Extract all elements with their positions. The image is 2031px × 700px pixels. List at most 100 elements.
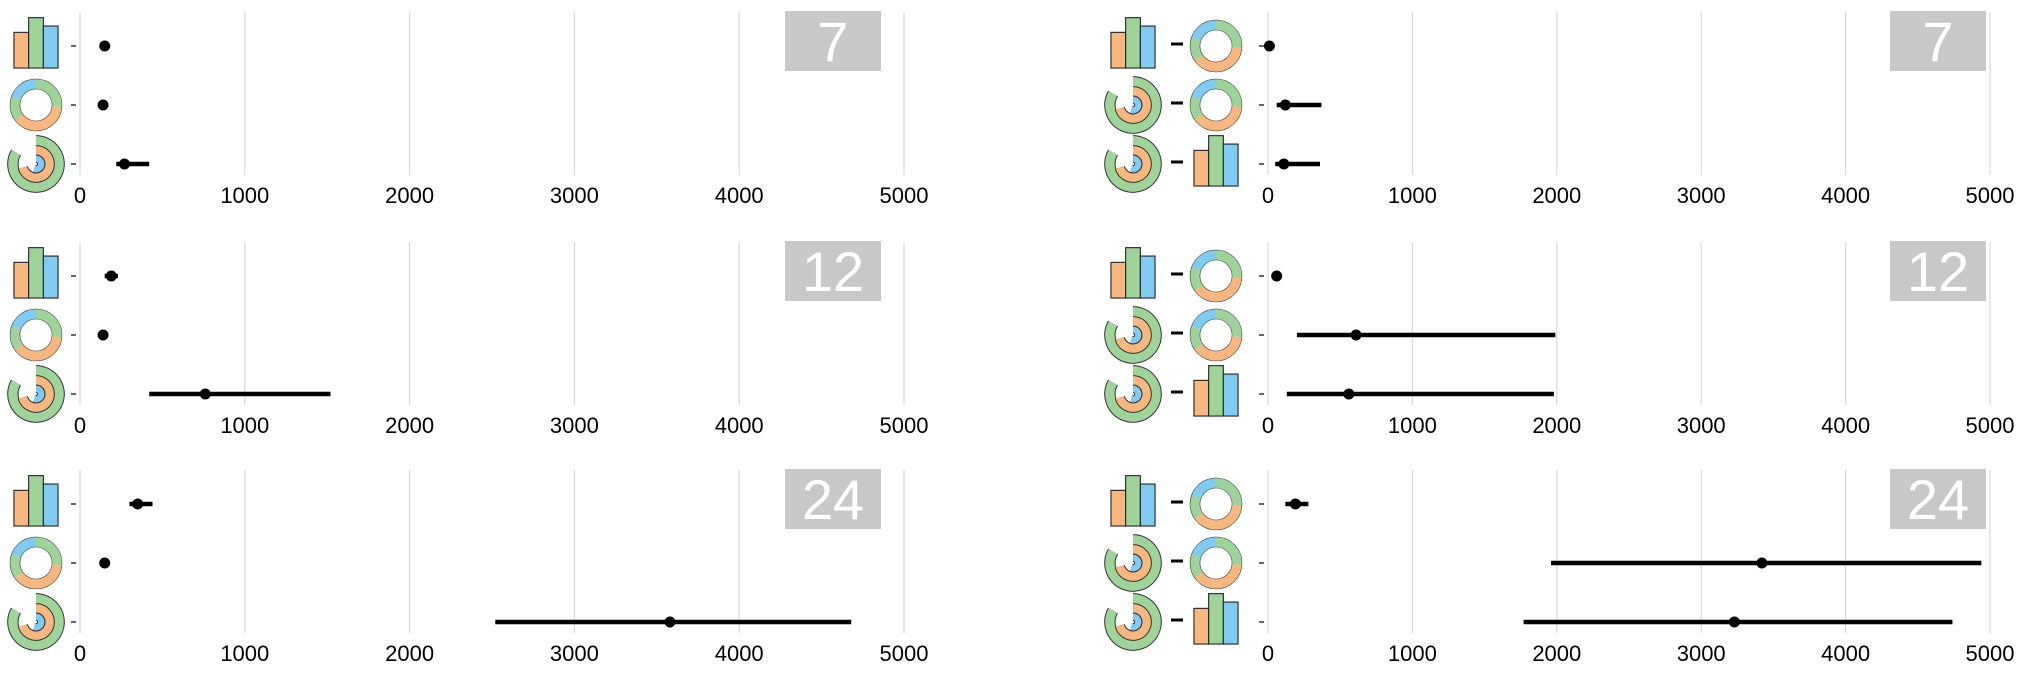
x-tick-label: 5000 — [880, 183, 929, 208]
badge-label: 12 — [1907, 240, 1969, 303]
radial-icon-ring — [1130, 613, 1142, 631]
x-tick-label: 0 — [74, 641, 86, 666]
mean-point — [99, 40, 111, 52]
bar-icon-bar — [42, 255, 59, 299]
panel-right-7: 0 1000 2000 3000 4000 5000 7 — [1104, 10, 2014, 208]
radial-icon-ring — [1105, 307, 1161, 363]
radial-icon-ring — [8, 594, 64, 650]
x-tick-label: 4000 — [1821, 183, 1870, 208]
x-tick-label: 4000 — [1821, 641, 1870, 666]
x-tick-label: 0 — [1262, 413, 1274, 438]
radial-bar-icon — [1104, 306, 1162, 364]
radial-bar-icon — [7, 135, 65, 193]
donut-icon-segment — [1191, 20, 1217, 41]
x-tick-label: 0 — [1262, 641, 1274, 666]
donut-chart-icon — [1189, 308, 1243, 362]
radial-bar-icon — [1104, 135, 1162, 193]
badge-bg — [785, 11, 881, 71]
donut-icon-outline — [1199, 487, 1233, 521]
x-tick-label: 2000 — [1532, 413, 1581, 438]
donut-chart-icon — [1189, 536, 1243, 590]
radial-icon-ring — [1115, 376, 1151, 412]
donut-icon-segment — [1215, 537, 1242, 566]
donut-icon-segment — [10, 96, 23, 120]
x-tick-label: 4000 — [715, 183, 764, 208]
badge-bg — [1890, 11, 1986, 71]
bar-icon-bar — [42, 25, 59, 69]
radial-icon-ring — [1115, 87, 1151, 123]
radial-icon-ring — [1105, 594, 1161, 650]
bar-chart-icon — [1110, 475, 1156, 527]
donut-chart-icon — [1189, 78, 1243, 132]
donut-chart-icon — [9, 78, 63, 132]
badge: 24 — [785, 468, 881, 531]
donut-icon-segment — [10, 554, 23, 578]
badge-bg — [1890, 241, 1986, 301]
row-2 — [1104, 76, 1322, 134]
x-tick-label: 1000 — [1388, 183, 1437, 208]
donut-icon-segment — [14, 564, 62, 589]
x-tick-label: 3000 — [550, 183, 599, 208]
donut-icon-outline — [19, 318, 53, 352]
bar-icon-bar — [28, 475, 44, 527]
badge-label: 24 — [802, 468, 864, 531]
radial-icon-ring — [1115, 146, 1151, 182]
bar-icon-bar — [1139, 483, 1156, 527]
bar-icon-bar — [1110, 489, 1127, 527]
donut-icon-segment — [1190, 495, 1203, 519]
donut-icon-segment — [35, 537, 62, 566]
radial-icon-ring — [8, 136, 64, 192]
badge: 12 — [785, 240, 881, 303]
mean-point — [1728, 616, 1740, 628]
x-tick-label: 4000 — [715, 413, 764, 438]
bar-icon-bar — [28, 247, 44, 299]
bar-icon-bar — [42, 483, 59, 527]
row-3 — [1104, 135, 1320, 193]
bar-chart-icon — [1193, 593, 1239, 645]
x-tick-label: 1000 — [220, 183, 269, 208]
row-1 — [1110, 475, 1309, 531]
x-tick-label: 4000 — [715, 641, 764, 666]
row-2 — [1104, 306, 1556, 364]
bar-icon-bar — [1110, 31, 1127, 69]
bar-chart-icon — [1110, 247, 1156, 299]
radial-icon-ring — [1130, 326, 1142, 344]
bar-icon-bar — [1110, 261, 1127, 299]
x-tick-label: 5000 — [880, 413, 929, 438]
row-3 — [7, 593, 852, 651]
donut-icon-segment — [1190, 96, 1203, 120]
radial-bar-icon — [7, 365, 65, 423]
bar-icon-bar — [1125, 475, 1141, 527]
donut-icon-segment — [1194, 505, 1242, 530]
radial-icon-ring — [18, 146, 54, 182]
bar-icon-bar — [13, 489, 30, 527]
bar-icon-bar — [1139, 25, 1156, 69]
bar-chart-icon — [13, 475, 59, 527]
badge-label: 7 — [1922, 10, 1953, 73]
donut-icon-segment — [1191, 250, 1217, 271]
mean-point — [105, 270, 117, 282]
badge-bg — [785, 469, 881, 529]
panel-left-24: 0 1000 2000 3000 4000 5000 24 — [7, 468, 928, 666]
bar-icon-bar — [13, 31, 30, 69]
donut-icon-segment — [1194, 564, 1242, 589]
donut-icon-outline — [1199, 318, 1233, 352]
donut-icon-segment — [1194, 336, 1242, 361]
donut-icon-segment — [1191, 79, 1217, 100]
donut-icon-segment — [1215, 250, 1242, 279]
radial-icon-ring — [33, 613, 45, 631]
donut-icon-segment — [1191, 537, 1217, 558]
donut-icon-segment — [1190, 267, 1203, 291]
donut-icon-outline — [1199, 546, 1233, 580]
x-tick-label: 1000 — [1388, 413, 1437, 438]
x-tick-label: 2000 — [385, 183, 434, 208]
row-2 — [1104, 534, 1982, 592]
bar-icon-bar — [13, 261, 30, 299]
row-1 — [13, 247, 118, 299]
row-3 — [7, 365, 331, 423]
donut-chart-icon — [1189, 19, 1243, 73]
radial-bar-icon — [1104, 534, 1162, 592]
badge-label: 24 — [1907, 468, 1969, 531]
row-1 — [13, 17, 111, 69]
panel-right-24: 0 1000 2000 3000 4000 5000 24 — [1104, 468, 2014, 666]
